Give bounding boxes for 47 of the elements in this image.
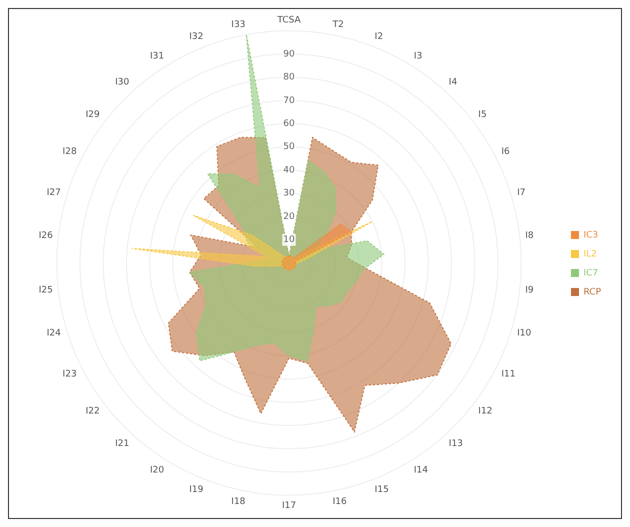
spoke-label: I21 — [115, 439, 130, 450]
spoke-label: I19 — [189, 484, 204, 495]
spoke-label: I24 — [46, 328, 62, 339]
y-tick-label: 30 — [283, 188, 295, 199]
y-tick-label: 40 — [283, 165, 295, 176]
y-tick-label: 20 — [283, 212, 295, 222]
y-tick-label: 60 — [283, 119, 295, 130]
legend-label: RCP — [583, 287, 602, 298]
legend-label: IL2 — [583, 249, 597, 260]
spoke-label: I14 — [414, 465, 428, 476]
spoke-label: I3 — [414, 51, 422, 62]
spoke-label: I30 — [115, 78, 130, 88]
spoke-label: I7 — [517, 188, 526, 198]
legend-label: IC7 — [583, 268, 598, 278]
y-tick-label: 80 — [283, 72, 295, 83]
spoke-label: I15 — [374, 484, 389, 495]
spoke-label: I22 — [86, 406, 100, 417]
spoke-label: I8 — [525, 231, 534, 242]
spoke-label: TCSA — [276, 16, 302, 26]
spoke-label: I2 — [374, 32, 384, 42]
spoke-label: I31 — [150, 51, 164, 62]
spoke-label: I10 — [517, 328, 532, 339]
y-tick-label: 90 — [283, 49, 295, 60]
legend-label: IC3 — [583, 230, 598, 240]
y-tick-label: 50 — [283, 142, 295, 152]
spoke-label: I6 — [501, 147, 510, 158]
spoke-label: I23 — [62, 369, 77, 380]
spoke-label: I26 — [38, 231, 54, 242]
spoke-label: I12 — [478, 406, 492, 417]
spoke-label: I18 — [231, 496, 246, 507]
spoke-label: I4 — [448, 78, 458, 88]
spoke-label: I33 — [231, 20, 246, 30]
spoke-label: T2 — [332, 20, 344, 30]
spoke-label: I11 — [501, 369, 516, 380]
spoke-label: I28 — [62, 147, 77, 158]
spoke-label: I29 — [86, 110, 100, 120]
spoke-label: I13 — [448, 439, 463, 450]
spoke-label: I9 — [525, 286, 534, 296]
spoke-label: I32 — [189, 32, 204, 42]
y-tick-label: 70 — [283, 96, 295, 106]
spoke-label: I16 — [332, 496, 347, 507]
spoke-label: I20 — [150, 465, 164, 476]
spoke-label: I25 — [38, 286, 53, 296]
y-tick-label: 10 — [283, 235, 295, 246]
spoke-label: I27 — [46, 188, 61, 198]
spoke-label: I5 — [478, 110, 487, 120]
spoke-label: I17 — [282, 500, 296, 511]
